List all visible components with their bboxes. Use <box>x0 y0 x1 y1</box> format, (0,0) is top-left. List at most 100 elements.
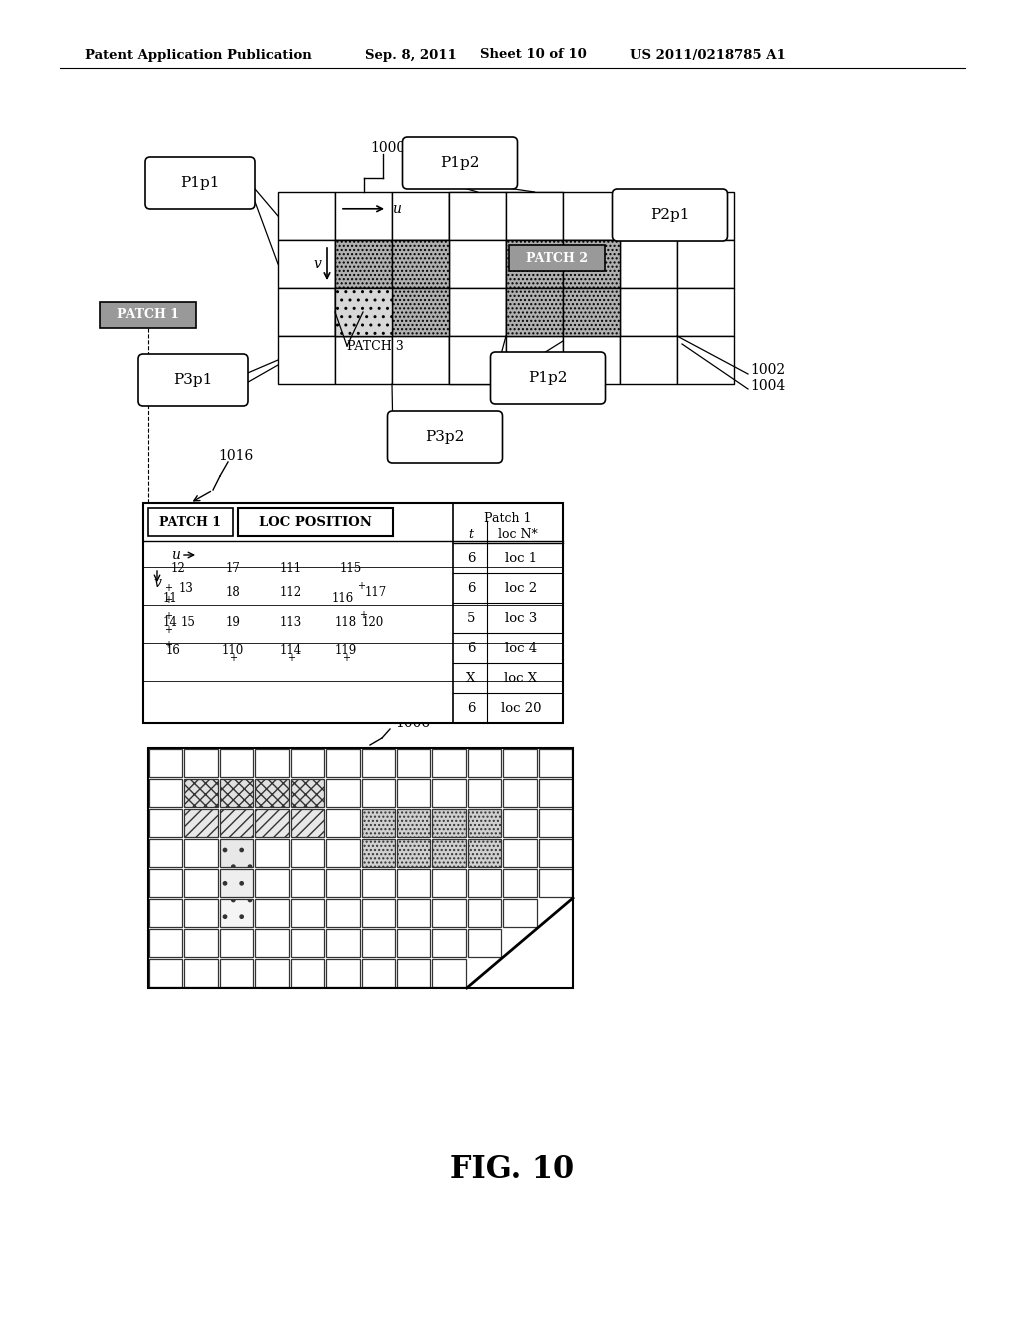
Bar <box>432 779 466 807</box>
Bar <box>150 748 182 777</box>
Bar <box>563 240 620 288</box>
Text: P1p1: P1p1 <box>180 176 220 190</box>
Text: 6: 6 <box>467 552 475 565</box>
Bar <box>255 748 289 777</box>
Text: Patent Application Publication: Patent Application Publication <box>85 49 311 62</box>
Bar <box>563 337 620 384</box>
Bar <box>220 960 253 987</box>
Text: PATCH 2: PATCH 2 <box>526 252 588 264</box>
Bar <box>506 240 563 288</box>
Text: Patch 1: Patch 1 <box>484 511 531 524</box>
Bar <box>184 840 218 867</box>
Bar <box>220 929 253 957</box>
Text: v: v <box>153 576 161 590</box>
Bar <box>335 240 392 288</box>
Bar <box>326 929 359 957</box>
Bar <box>503 748 537 777</box>
Bar <box>397 899 430 927</box>
Bar <box>620 337 677 384</box>
Text: 12: 12 <box>171 561 185 574</box>
Text: +: + <box>164 583 172 593</box>
Bar <box>468 748 501 777</box>
Bar <box>503 869 537 898</box>
Text: X: X <box>466 672 476 685</box>
FancyBboxPatch shape <box>490 352 605 404</box>
Bar <box>503 899 537 927</box>
Text: PATCH 1: PATCH 1 <box>159 516 221 528</box>
Bar <box>361 748 395 777</box>
Text: u: u <box>392 202 400 215</box>
FancyBboxPatch shape <box>145 157 255 209</box>
Bar <box>468 899 501 927</box>
Text: 1000: 1000 <box>370 141 406 154</box>
Bar <box>291 869 324 898</box>
Bar <box>503 840 537 867</box>
Bar <box>150 840 182 867</box>
Text: 17: 17 <box>225 561 241 574</box>
Text: 5: 5 <box>467 611 475 624</box>
Text: 15: 15 <box>180 616 196 630</box>
Bar <box>255 809 289 837</box>
Text: loc 2: loc 2 <box>505 582 537 594</box>
FancyBboxPatch shape <box>612 189 727 242</box>
Bar <box>620 288 677 337</box>
Bar <box>326 899 359 927</box>
Text: 113: 113 <box>280 616 302 630</box>
Text: loc 4: loc 4 <box>505 642 537 655</box>
Text: 117: 117 <box>365 586 387 599</box>
Bar <box>361 840 395 867</box>
Bar <box>291 840 324 867</box>
Text: u: u <box>171 548 179 562</box>
Text: 1016: 1016 <box>218 449 253 463</box>
Bar <box>539 779 572 807</box>
Bar <box>148 748 573 987</box>
Text: loc X: loc X <box>505 672 538 685</box>
Bar <box>278 191 335 240</box>
Text: P1p2: P1p2 <box>440 156 480 170</box>
Bar <box>503 809 537 837</box>
Bar <box>238 508 393 536</box>
Bar <box>432 748 466 777</box>
Bar <box>620 191 677 240</box>
Bar <box>255 960 289 987</box>
Bar <box>255 779 289 807</box>
Bar <box>291 809 324 837</box>
Bar <box>432 840 466 867</box>
Bar <box>397 840 430 867</box>
Bar <box>361 869 395 898</box>
Bar <box>335 240 392 288</box>
Bar <box>150 929 182 957</box>
FancyBboxPatch shape <box>387 411 503 463</box>
Text: +: + <box>287 653 295 663</box>
Bar <box>184 899 218 927</box>
Bar <box>335 288 392 337</box>
Text: FIG. 10: FIG. 10 <box>450 1155 574 1185</box>
Bar <box>506 240 563 288</box>
Bar <box>255 869 289 898</box>
Bar <box>220 748 253 777</box>
FancyBboxPatch shape <box>402 137 517 189</box>
Bar <box>220 809 253 837</box>
Text: 14: 14 <box>163 616 177 630</box>
Text: 115: 115 <box>340 561 362 574</box>
Text: 6: 6 <box>467 701 475 714</box>
Bar <box>677 191 734 240</box>
Bar <box>143 503 563 723</box>
Bar <box>184 809 218 837</box>
Bar <box>449 191 506 240</box>
Bar <box>397 960 430 987</box>
Text: 6: 6 <box>467 642 475 655</box>
Bar <box>100 302 196 327</box>
Bar <box>506 288 563 337</box>
Bar <box>677 288 734 337</box>
Bar <box>361 960 395 987</box>
Bar <box>184 929 218 957</box>
Bar <box>335 337 392 384</box>
Text: 1002: 1002 <box>750 363 785 378</box>
Text: 118: 118 <box>335 616 357 630</box>
Bar <box>506 337 563 384</box>
Bar <box>291 960 324 987</box>
Bar <box>506 191 563 240</box>
Text: Sep. 8, 2011: Sep. 8, 2011 <box>365 49 457 62</box>
Text: 110: 110 <box>222 644 244 657</box>
